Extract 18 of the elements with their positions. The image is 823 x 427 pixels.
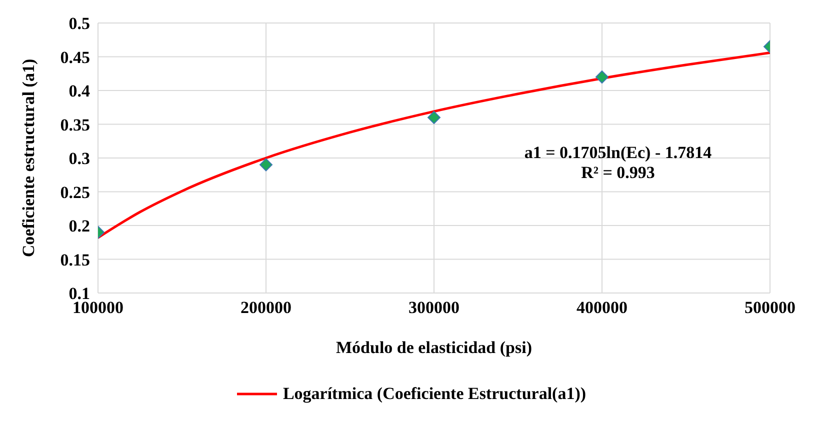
y-tick-label: 0.3 — [68, 149, 90, 168]
x-tick-label: 100000 — [72, 298, 124, 318]
point — [428, 111, 440, 124]
y-tick-label: 0.35 — [60, 115, 90, 134]
x-tick-label: 200000 — [240, 298, 292, 318]
y-tick-label: 0.45 — [60, 48, 90, 67]
x-tick-label: 500000 — [744, 298, 796, 318]
y-tick-label: 0.15 — [60, 250, 90, 270]
annotation: a1 = 0.1705ln(Ec) - 1.7814 R² = 0.993 — [523, 143, 713, 183]
legend-label: Logarítmica (Coeficiente Estructural(a1)) — [282, 384, 586, 404]
y-tick-label: 0.4 — [68, 82, 90, 101]
x-axis-title: Módulo de elasticidad (psi) — [336, 338, 532, 357]
y-tick-label: 0.25 — [60, 182, 90, 202]
y-tick-label: 0.5 — [68, 14, 90, 34]
y-tick-label: 0.2 — [68, 216, 90, 236]
y-axis-title: Coeficiente estructural (a1) — [19, 58, 38, 258]
x-tick-label: 300000 — [408, 298, 460, 318]
x-tick-label: 400000 — [576, 298, 628, 318]
